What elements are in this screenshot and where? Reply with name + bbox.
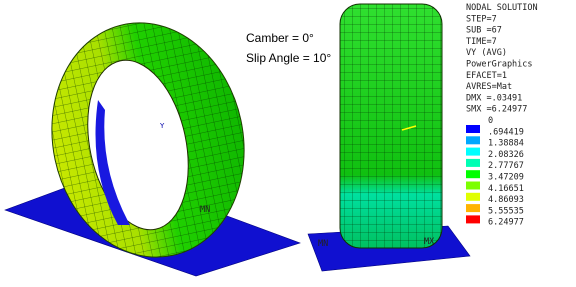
max-marker: MX xyxy=(424,237,435,247)
legend-header: SUB =67 xyxy=(466,26,502,36)
annotation: Camber = 0° xyxy=(246,31,314,45)
legend-header: EFACET=1 xyxy=(466,71,507,81)
min-marker: MN xyxy=(200,205,210,215)
left-view: Y MN xyxy=(4,22,301,277)
legend-value: 3.47209 xyxy=(488,173,524,183)
legend-swatch xyxy=(466,181,480,190)
legend-header: STEP=7 xyxy=(466,14,497,24)
annotation: Slip Angle = 10° xyxy=(246,51,331,65)
legend-value: 6.24977 xyxy=(488,218,524,228)
inner-rim xyxy=(95,100,130,225)
legend-header: VY (AVG) xyxy=(466,48,507,58)
legend-header: SMX =6.24977 xyxy=(466,105,527,115)
legend-header: AVRES=Mat xyxy=(466,82,512,92)
legend-swatch xyxy=(466,204,480,213)
legend-swatch xyxy=(466,125,480,133)
tire-mesh xyxy=(340,4,442,248)
legend-value: .694419 xyxy=(488,127,524,137)
legend-swatch xyxy=(466,192,480,201)
legend-header: TIME=7 xyxy=(466,37,497,47)
legend-value: 2.77767 xyxy=(488,161,524,171)
legend-swatch xyxy=(466,158,480,167)
legend-swatch xyxy=(466,215,480,224)
legend-swatch xyxy=(466,136,480,145)
min-marker: MN xyxy=(318,239,328,249)
axis-x xyxy=(401,125,417,131)
legend-swatch xyxy=(466,170,480,179)
legend-header: DMX =.03491 xyxy=(466,93,522,103)
legend-value: 0 xyxy=(488,116,493,126)
legend-value: 2.08326 xyxy=(488,150,524,160)
legend-header: PowerGraphics xyxy=(466,60,533,70)
legend-value: 4.16651 xyxy=(488,184,524,194)
axis-y: Y xyxy=(159,122,165,130)
legend-value: 5.55535 xyxy=(488,206,524,216)
legend-header: NODAL SOLUTION xyxy=(466,3,538,13)
legend-swatch xyxy=(466,147,480,156)
right-view: MN MX xyxy=(307,3,471,272)
legend-value: 1.38884 xyxy=(488,139,524,149)
legend-value: 4.86093 xyxy=(488,195,524,205)
